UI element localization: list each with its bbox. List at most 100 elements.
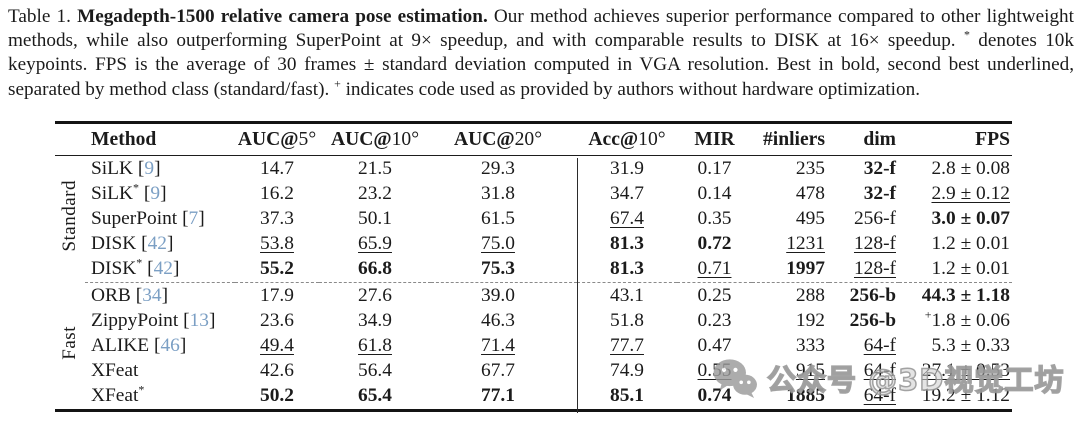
cell-method: XFeat* bbox=[85, 384, 235, 411]
citation-link[interactable]: [9] bbox=[143, 182, 167, 204]
cell-method: XFeat bbox=[85, 359, 235, 384]
cell-auc20: 46.3 bbox=[481, 309, 515, 331]
cell-acc10: 85.1 bbox=[610, 385, 644, 407]
cell-inliers: 192 bbox=[795, 309, 825, 331]
cell-auc5: 55.2 bbox=[235, 256, 319, 283]
citation-link[interactable]: [9] bbox=[137, 157, 161, 179]
cell-mir: 0.25 bbox=[697, 284, 732, 306]
citation-link[interactable]: [13] bbox=[183, 309, 216, 331]
method-name: SiLK bbox=[91, 157, 134, 179]
cell-auc10: 61.8 bbox=[358, 334, 392, 356]
citation-link[interactable]: [46] bbox=[154, 334, 187, 356]
cell-inliers: 235 bbox=[795, 157, 825, 179]
cell-dim: 32-f bbox=[863, 157, 896, 179]
cell-auc20: 75.3 bbox=[431, 256, 577, 283]
cell-fps: 3.0 ± 0.07 bbox=[931, 207, 1010, 229]
table-row: SiLK* [9] 16.2 23.2 31.8 34.7 0.14 478 32-f 2.9 … bbox=[55, 181, 1012, 206]
caption-text: Our method achieves superior performance… bbox=[487, 6, 1074, 27]
cell-fps: 27.1 ± 0.53 bbox=[921, 360, 1010, 382]
group-label-fast: Fast bbox=[59, 325, 80, 360]
header-row: Method AUC@5° AUC@10° AUC@20° Acc@10° MIR #inl… bbox=[55, 122, 1012, 156]
cell-mir: 0.35 bbox=[697, 207, 732, 229]
caption-text: denotes 10k bbox=[969, 30, 1074, 52]
cell-auc5: 17.9 bbox=[260, 284, 294, 306]
citation-link[interactable]: [42] bbox=[147, 258, 180, 280]
cell-method: SiLK* [9] bbox=[85, 181, 235, 206]
cell-fps: 44.3 ± 1.18 bbox=[921, 284, 1010, 306]
col-header-inliers: #inliers bbox=[752, 122, 829, 156]
cell-method: DISK* [42] bbox=[85, 256, 235, 283]
table-row: Fast ORB [34] 17.9 27.6 39.0 43.1 0.25 288 256-b… bbox=[55, 282, 1012, 360]
caption-text: Table 1. bbox=[8, 6, 78, 27]
cell-mir: 0.71 bbox=[677, 256, 752, 283]
cell-acc10: 81.3 bbox=[610, 233, 644, 255]
cell-auc5: 49.4 bbox=[260, 334, 294, 356]
cell-auc20: 39.0 bbox=[481, 284, 515, 306]
cell-dim: 256-f bbox=[853, 207, 896, 229]
cell-fps: 1.2 ± 0.01 bbox=[899, 256, 1012, 283]
cell-acc10: 31.9 bbox=[610, 157, 644, 179]
cell-auc10: 27.6 bbox=[358, 284, 392, 306]
table-row: DISK* [42] 55.2 66.8 75.3 81.3 0.71 1997 128-f 1… bbox=[55, 256, 1012, 283]
cell-auc10: 50.1 bbox=[358, 207, 392, 229]
cell-acc10: 81.3 bbox=[577, 256, 677, 283]
column-divider bbox=[577, 157, 579, 413]
cell-acc10: 74.9 bbox=[610, 360, 644, 382]
col-header-auc20: AUC@20° bbox=[431, 122, 577, 156]
col-header-acc10: Acc@10° bbox=[577, 122, 677, 156]
group-cell-standard: Standard bbox=[55, 156, 85, 283]
method-superscript: * bbox=[133, 180, 140, 195]
cell-auc20: 77.1 bbox=[481, 385, 515, 407]
citation-link[interactable]: [42] bbox=[141, 233, 174, 255]
col-header-dim: dim bbox=[829, 122, 899, 156]
cell-dim: 32-f bbox=[863, 182, 896, 204]
cell-mir: 0.47 bbox=[697, 334, 732, 356]
method-name: ZippyPoint bbox=[91, 309, 179, 331]
method-superscript: * bbox=[138, 382, 145, 397]
cell-auc10: 23.2 bbox=[358, 182, 392, 204]
cell-dim: 256-b bbox=[849, 284, 896, 306]
cell-auc20: 71.4 bbox=[481, 334, 515, 356]
table-row: ALIKE [46] 49.4 61.8 71.4 77.7 0.47 333 64-f 5.3… bbox=[55, 333, 1012, 358]
cell-dim: 128-f bbox=[853, 233, 896, 255]
cell-mir: 0.14 bbox=[697, 182, 732, 204]
col-header-method: Method bbox=[85, 122, 235, 156]
method-name: XFeat bbox=[91, 385, 139, 407]
cell-acc10: 51.8 bbox=[610, 309, 644, 331]
watermark: 公众号 @3D视觉工坊 bbox=[712, 353, 1064, 403]
table-row: Standard SiLK [9] 14.7 21.5 29.3 31.9 0.17 235 3… bbox=[55, 156, 1012, 252]
caption-text: + bbox=[334, 76, 341, 91]
cell-fps: 2.9 ± 0.12 bbox=[931, 182, 1010, 204]
results-table: Method AUC@5° AUC@10° AUC@20° Acc@10° MIR #inl… bbox=[55, 121, 1012, 412]
caption-text: indicates code used as provided by autho… bbox=[340, 78, 921, 100]
cell-inliers: 915 bbox=[795, 360, 825, 382]
cell-mir: 0.72 bbox=[697, 233, 732, 255]
cell-auc5: 37.3 bbox=[260, 207, 294, 229]
citation-link[interactable]: [34] bbox=[135, 284, 169, 306]
cell-auc10: 56.4 bbox=[358, 360, 392, 382]
cell-auc5: 53.8 bbox=[260, 233, 294, 255]
cell-mir: 0.74 bbox=[697, 385, 732, 407]
cell-dim: 256-b bbox=[849, 309, 896, 331]
caption-text: keypoints. FPS is the average of 30 fram… bbox=[8, 54, 1074, 76]
caption-line: methods, while also outperforming SuperP… bbox=[8, 29, 1074, 53]
caption-line: Table 1. Megadepth-1500 relative camera … bbox=[8, 5, 1074, 29]
table-row: XFeat* 50.2 65.4 77.1 85.1 0.74 1885 64-f 19.2 ±… bbox=[55, 384, 1012, 411]
cell-auc20: 61.5 bbox=[481, 207, 515, 229]
cell-auc20: 75.0 bbox=[481, 233, 515, 255]
method-name: ALIKE bbox=[91, 334, 150, 356]
cell-method: ALIKE [46] bbox=[85, 333, 235, 358]
cell-dim: 64-f bbox=[863, 334, 896, 356]
table-body: Standard SiLK [9] 14.7 21.5 29.3 31.9 0.17 235 3… bbox=[55, 156, 1012, 411]
citation-link[interactable]: [7] bbox=[182, 207, 205, 229]
cell-inliers: 288 bbox=[795, 284, 825, 306]
cell-fps: 1.2 ± 0.01 bbox=[931, 233, 1010, 255]
cell-acc10: 77.7 bbox=[610, 334, 644, 356]
method-name: ORB bbox=[91, 284, 131, 306]
cell-auc10: 21.5 bbox=[358, 157, 392, 179]
col-header-fps: FPS bbox=[899, 122, 1012, 156]
cell-dim: 64-f bbox=[863, 360, 896, 382]
cell-fps: 5.3 ± 0.33 bbox=[931, 334, 1010, 356]
col-header-auc10: AUC@10° bbox=[319, 122, 431, 156]
